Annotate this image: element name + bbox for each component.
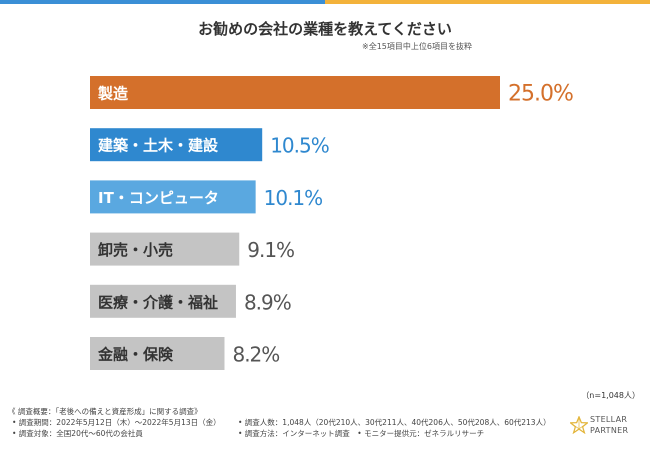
value-label: 25.0% (508, 82, 573, 107)
footer-period: • 調査期間：2022年5月12日（木）～2022年5月13日（金） (12, 418, 221, 427)
top-accent-bar-blue (0, 0, 325, 4)
bar-group: 建築・土木・建設 10.5% (90, 128, 330, 162)
stellar-partner-logo: STELLAR PARTNER (570, 412, 646, 442)
category-label: 建築・土木・建設 (98, 137, 219, 155)
bar (90, 284, 236, 318)
bar (90, 337, 225, 370)
category-label: 卸売・小売 (98, 241, 173, 259)
bar-group: 卸売・小売 9.1% (90, 232, 295, 266)
category-label: 医療・介護・福祉 (98, 293, 218, 311)
footer-overview: 《 調査概要：「老後への備えと資産形成」に関する調査》 (8, 407, 202, 416)
sample-size-label: （n=1,048人） (581, 391, 640, 400)
value-label: 10.5% (270, 134, 329, 158)
chart-title: お勧めの会社の業種を教えてください (198, 20, 452, 38)
footer-count: • 調査人数：1,048人（20代210人、30代211人、40代206人、50… (238, 418, 551, 427)
bar-group: IT・コンピュータ 10.1% (90, 180, 323, 214)
value-label: 8.9% (244, 290, 291, 314)
category-label: IT・コンピュータ (98, 189, 219, 207)
value-label: 8.2% (232, 343, 279, 367)
value-label: 10.1% (264, 186, 323, 210)
top-accent-bar-orange (325, 0, 650, 4)
logo-line-2: PARTNER (590, 426, 629, 435)
bar-group: 金融・保険 8.2% (90, 337, 280, 370)
bar-group: 医療・介護・福祉 8.9% (90, 284, 292, 318)
bar (90, 76, 500, 109)
category-label: 製造 (97, 85, 128, 103)
bar-chart: 製造 25.0% 建築・土木・建設 10.5% IT・コンピュータ 10.1% 卸売・小売 9… (90, 76, 574, 370)
chart-subnote: ※全15項目中上位6項目を抜粋 (362, 42, 472, 51)
bar (90, 180, 256, 214)
bar (90, 128, 263, 162)
category-label: 金融・保険 (97, 346, 174, 364)
star-icon (570, 416, 588, 434)
footer-method: • 調査方法：インターネット調査 • モニター提供元：ゼネラルリサーチ (238, 429, 485, 438)
logo-line-1: STELLAR (590, 415, 628, 424)
bar-group: 製造 25.0% (90, 76, 574, 109)
bar (90, 232, 240, 266)
value-label: 9.1% (247, 238, 294, 262)
footer-target: • 調査対象：全国20代～60代の会社員 (12, 429, 143, 438)
